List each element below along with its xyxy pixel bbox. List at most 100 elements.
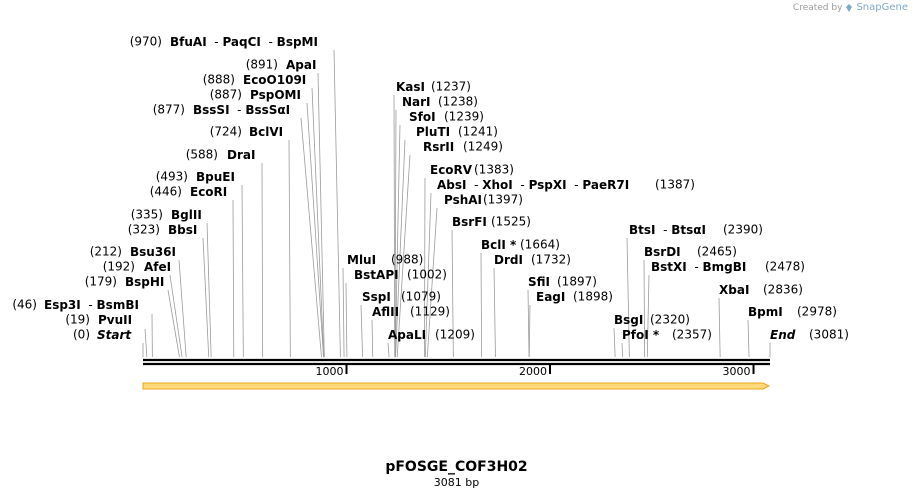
leader-line-xbai [718, 297, 721, 358]
site-names: MluI [347, 253, 376, 267]
site-label-pshai[interactable]: (1397)PshAI [444, 193, 523, 207]
leader-line-pshai [426, 207, 438, 358]
site-names: EcoO109I [243, 73, 306, 87]
site-label-bbsi[interactable]: (323) BbsI [128, 223, 198, 237]
site-position: (1397) [483, 193, 523, 207]
site-label-esp3i[interactable]: (46) Esp3I - BsmBI [12, 298, 139, 312]
name-separator: - [687, 260, 703, 274]
leader-line-bstapi [345, 282, 348, 358]
site-position: (1664) [520, 238, 560, 252]
site-label-ecoo109i[interactable]: (888) EcoO109I [203, 73, 307, 87]
feature-arrow[interactable] [142, 382, 771, 390]
leader-line-bbsi [202, 237, 210, 358]
site-position: (1525) [491, 215, 531, 229]
site-label-bsrdi[interactable]: (2465) BsrDI [644, 245, 737, 259]
site-labels: (0) Start (19) PvuII (46) Esp3I - BsmBI (179) B… [12, 35, 849, 342]
site-label-kasi[interactable]: (1237) KasI [396, 80, 471, 94]
site-position: (2978) [797, 305, 837, 319]
site-label-aflii[interactable]: (1129) AflII [372, 305, 450, 319]
site-names: BfuAI - PaqCI - BspMI [170, 35, 318, 49]
site-names: PfoI * [622, 328, 660, 342]
site-label-bsssi[interactable]: (877) BssSI - BssSαI [153, 103, 290, 117]
name-separator: - [230, 103, 246, 117]
site-label-sfii[interactable]: (1897) SfiI [528, 275, 597, 289]
site-position: (446) [150, 185, 182, 199]
site-label-drdi[interactable]: (1732) DrdI [494, 253, 571, 267]
leader-line-pvuii [144, 328, 148, 358]
site-label-pfoi[interactable]: (2357) PfoI * [622, 328, 712, 342]
site-label-bsrfi[interactable]: (1525) BsrFI [452, 215, 531, 229]
site-label-sspi[interactable]: (1079) SspI [362, 290, 441, 304]
site-label-nari[interactable]: (1238) NarI [402, 95, 478, 109]
site-label-pspomi[interactable]: (887) PspOMI [210, 88, 301, 102]
enzyme-name: EcoRV [430, 163, 473, 177]
site-label-bstapi[interactable]: (1002) BstAPI [354, 268, 447, 282]
site-label-xbai[interactable]: (2836) XbaI [719, 283, 803, 297]
site-names: PshAI [444, 193, 482, 207]
site-leader-lines [142, 49, 771, 358]
enzyme-name: BstAPI [354, 268, 399, 282]
site-names: PvuII [98, 313, 132, 327]
enzyme-name: PaqCI [222, 35, 260, 49]
enzyme-name: PspOMI [250, 88, 301, 102]
site-label-apali[interactable]: (1209) ApaLI [388, 328, 475, 342]
site-position: (19) [65, 313, 90, 327]
site-position: (3081) [809, 328, 849, 342]
enzyme-name: PspXI [529, 178, 567, 192]
site-names: Bsu36I [130, 245, 176, 259]
site-position: (1002) [407, 268, 447, 282]
site-label-afei[interactable]: (192) AfeI [103, 260, 171, 274]
site-label-start[interactable]: (0) Start [73, 328, 132, 342]
site-label-pluti[interactable]: (1241) PluTI [416, 125, 498, 139]
site-label-sfoi[interactable]: (1239) SfoI [409, 110, 484, 124]
enzyme-name: EcoRI [190, 185, 227, 199]
enzyme-name: SfoI [409, 110, 436, 124]
site-label-bpuei[interactable]: (493) BpuEI [156, 170, 235, 184]
site-label-bglii[interactable]: (335) BglII [131, 208, 202, 222]
site-position: (891) [246, 58, 278, 72]
site-label-bstxi[interactable]: (2478) BstXI - BmgBI [651, 260, 805, 274]
site-label-bsgi[interactable]: (2320) BsgI [614, 313, 690, 327]
leader-line-sfoi [394, 124, 401, 358]
feature-arrow-shape[interactable] [142, 382, 771, 390]
leader-line-apali [387, 342, 390, 358]
enzyme-name: PshAI [444, 193, 482, 207]
site-label-bsu36i[interactable]: (212) Bsu36I [90, 245, 176, 259]
site-label-bcli[interactable]: (1664)BclI * [481, 238, 560, 252]
site-label-absi[interactable]: (1387) AbsI - XhoI - PspXI - PaeR7I [437, 178, 695, 192]
site-position: (1383) [474, 163, 514, 177]
site-label-drai[interactable]: (588) DraI [186, 148, 256, 162]
plasmid-backbone [143, 358, 770, 366]
enzyme-name: BsrDI [644, 245, 681, 259]
created-by-text: Created by [792, 2, 843, 13]
leader-line-rsrii [396, 154, 411, 358]
leader-line-bsu36i [178, 259, 187, 358]
site-label-pvuii[interactable]: (19) PvuII [65, 313, 132, 327]
site-label-bclvi[interactable]: (724) BclVI [210, 125, 283, 139]
site-position: (988) [391, 253, 423, 267]
site-label-bfuai[interactable]: (970) BfuAI - PaqCI - BspMI [130, 35, 318, 49]
site-label-bpmi[interactable]: (2978) BpmI [748, 305, 837, 319]
enzyme-name: Bsu36I [130, 245, 176, 259]
enzyme-name: ApaLI [388, 328, 426, 342]
site-label-ecorv[interactable]: (1383)EcoRV [430, 163, 514, 177]
site-names: EcoRI [190, 185, 227, 199]
leader-line-kasi [393, 94, 396, 358]
site-label-btsi[interactable]: (2390) BtsI - BtsαI [629, 223, 763, 237]
site-position: (192) [103, 260, 135, 274]
site-names: KasI [396, 80, 425, 94]
site-label-end[interactable]: (3081) End [770, 328, 849, 342]
site-label-apai[interactable]: (891) ApaI [246, 58, 317, 72]
site-names: BglII [171, 208, 202, 222]
leader-line-bfuai [333, 49, 341, 358]
enzyme-name: SspI [362, 290, 391, 304]
site-label-ecori[interactable]: (446) EcoRI [150, 185, 228, 199]
site-label-eagi[interactable]: (1898) EagI [536, 290, 613, 304]
site-label-mlui[interactable]: (988) MluI [347, 253, 423, 267]
enzyme-name: BpmI [748, 305, 783, 319]
site-position: (1129) [410, 305, 450, 319]
site-label-bsphi[interactable]: (179) BspHI [85, 275, 165, 289]
site-label-rsrii[interactable]: (1249) RsrII [423, 140, 503, 154]
site-names: XbaI [719, 283, 749, 297]
site-names: BpuEI [196, 170, 235, 184]
